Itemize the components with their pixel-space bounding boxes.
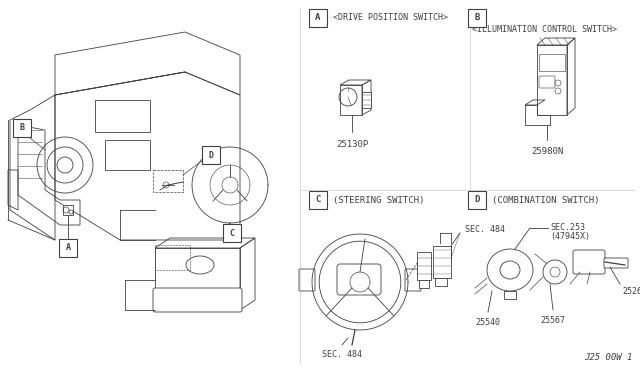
Text: SEC. 484: SEC. 484 (465, 225, 505, 234)
FancyBboxPatch shape (153, 288, 242, 312)
FancyBboxPatch shape (539, 54, 565, 71)
FancyBboxPatch shape (299, 269, 315, 291)
Text: (STEERING SWITCH): (STEERING SWITCH) (333, 196, 424, 205)
FancyBboxPatch shape (504, 291, 516, 299)
FancyBboxPatch shape (362, 92, 371, 108)
Text: <DRIVE POSITION SWITCH>: <DRIVE POSITION SWITCH> (333, 13, 448, 22)
Text: (47945X): (47945X) (550, 232, 590, 241)
FancyBboxPatch shape (468, 191, 486, 209)
Text: A: A (316, 13, 321, 22)
FancyBboxPatch shape (419, 280, 429, 288)
FancyBboxPatch shape (573, 250, 605, 274)
Text: C: C (316, 196, 321, 205)
Text: (COMBINATION SWITCH): (COMBINATION SWITCH) (492, 196, 600, 205)
FancyBboxPatch shape (417, 252, 431, 280)
FancyBboxPatch shape (539, 76, 555, 88)
Text: 25540: 25540 (476, 318, 500, 327)
FancyBboxPatch shape (309, 191, 327, 209)
FancyBboxPatch shape (223, 224, 241, 242)
FancyBboxPatch shape (95, 100, 150, 132)
Text: B: B (19, 124, 24, 132)
FancyBboxPatch shape (435, 278, 447, 286)
FancyBboxPatch shape (340, 85, 362, 115)
Text: B: B (474, 13, 480, 22)
FancyBboxPatch shape (13, 119, 31, 137)
Text: D: D (209, 151, 214, 160)
FancyBboxPatch shape (59, 239, 77, 257)
FancyBboxPatch shape (105, 140, 150, 170)
FancyBboxPatch shape (309, 9, 327, 27)
Text: 25567: 25567 (541, 316, 566, 325)
FancyBboxPatch shape (405, 269, 421, 291)
FancyBboxPatch shape (604, 258, 628, 268)
Text: 25130P: 25130P (336, 140, 368, 149)
FancyBboxPatch shape (433, 246, 451, 278)
Text: SEC.253: SEC.253 (550, 224, 585, 232)
FancyBboxPatch shape (202, 146, 220, 164)
FancyBboxPatch shape (468, 9, 486, 27)
Text: C: C (230, 228, 234, 237)
Text: 25260P: 25260P (622, 287, 640, 296)
Text: A: A (65, 244, 70, 253)
FancyBboxPatch shape (63, 205, 73, 215)
Text: J25 00W 1: J25 00W 1 (584, 353, 632, 362)
Text: SEC. 484: SEC. 484 (322, 350, 362, 359)
Text: D: D (474, 196, 480, 205)
FancyBboxPatch shape (337, 264, 381, 295)
FancyBboxPatch shape (537, 45, 567, 115)
Text: <ILLUMINATION CONTROL SWITCH>: <ILLUMINATION CONTROL SWITCH> (472, 26, 617, 35)
Text: 25980N: 25980N (531, 147, 563, 156)
